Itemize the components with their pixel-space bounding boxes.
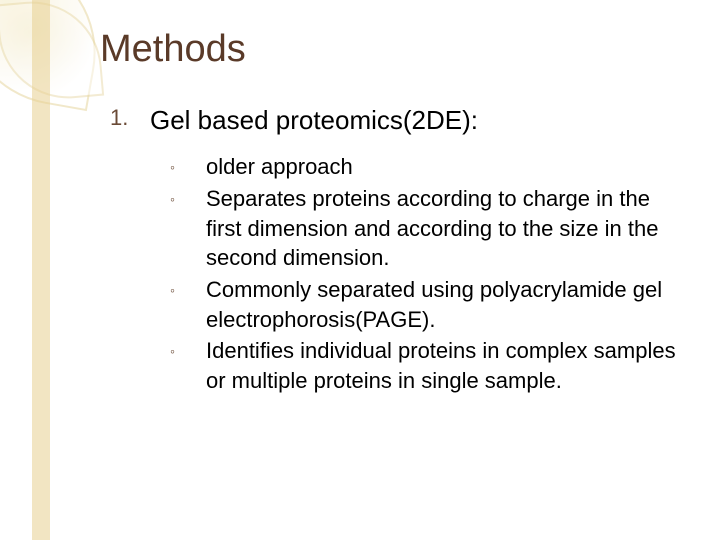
sub-list: ◦ older approach ◦ Separates proteins ac… (170, 152, 680, 396)
sub-item-text: Identifies individual proteins in comple… (206, 336, 680, 395)
slide-title: Methods (100, 28, 680, 71)
bullet-icon: ◦ (170, 336, 182, 366)
sub-item: ◦ Commonly separated using polyacrylamid… (170, 275, 680, 334)
bullet-icon: ◦ (170, 184, 182, 214)
sub-item-text: Separates proteins according to charge i… (206, 184, 680, 273)
slide-content: Methods 1. Gel based proteomics(2DE): ◦ … (0, 0, 720, 396)
numbered-list: 1. Gel based proteomics(2DE): ◦ older ap… (110, 105, 680, 396)
sub-item-text: Commonly separated using polyacrylamide … (206, 275, 680, 334)
list-item-1: 1. Gel based proteomics(2DE): (110, 105, 680, 136)
sub-item: ◦ Separates proteins according to charge… (170, 184, 680, 273)
bullet-icon: ◦ (170, 152, 182, 182)
bullet-icon: ◦ (170, 275, 182, 305)
sub-item: ◦ Identifies individual proteins in comp… (170, 336, 680, 395)
list-item-1-text: Gel based proteomics(2DE): (150, 105, 478, 136)
list-number: 1. (110, 105, 132, 131)
sub-item-text: older approach (206, 152, 353, 182)
sub-item: ◦ older approach (170, 152, 680, 182)
